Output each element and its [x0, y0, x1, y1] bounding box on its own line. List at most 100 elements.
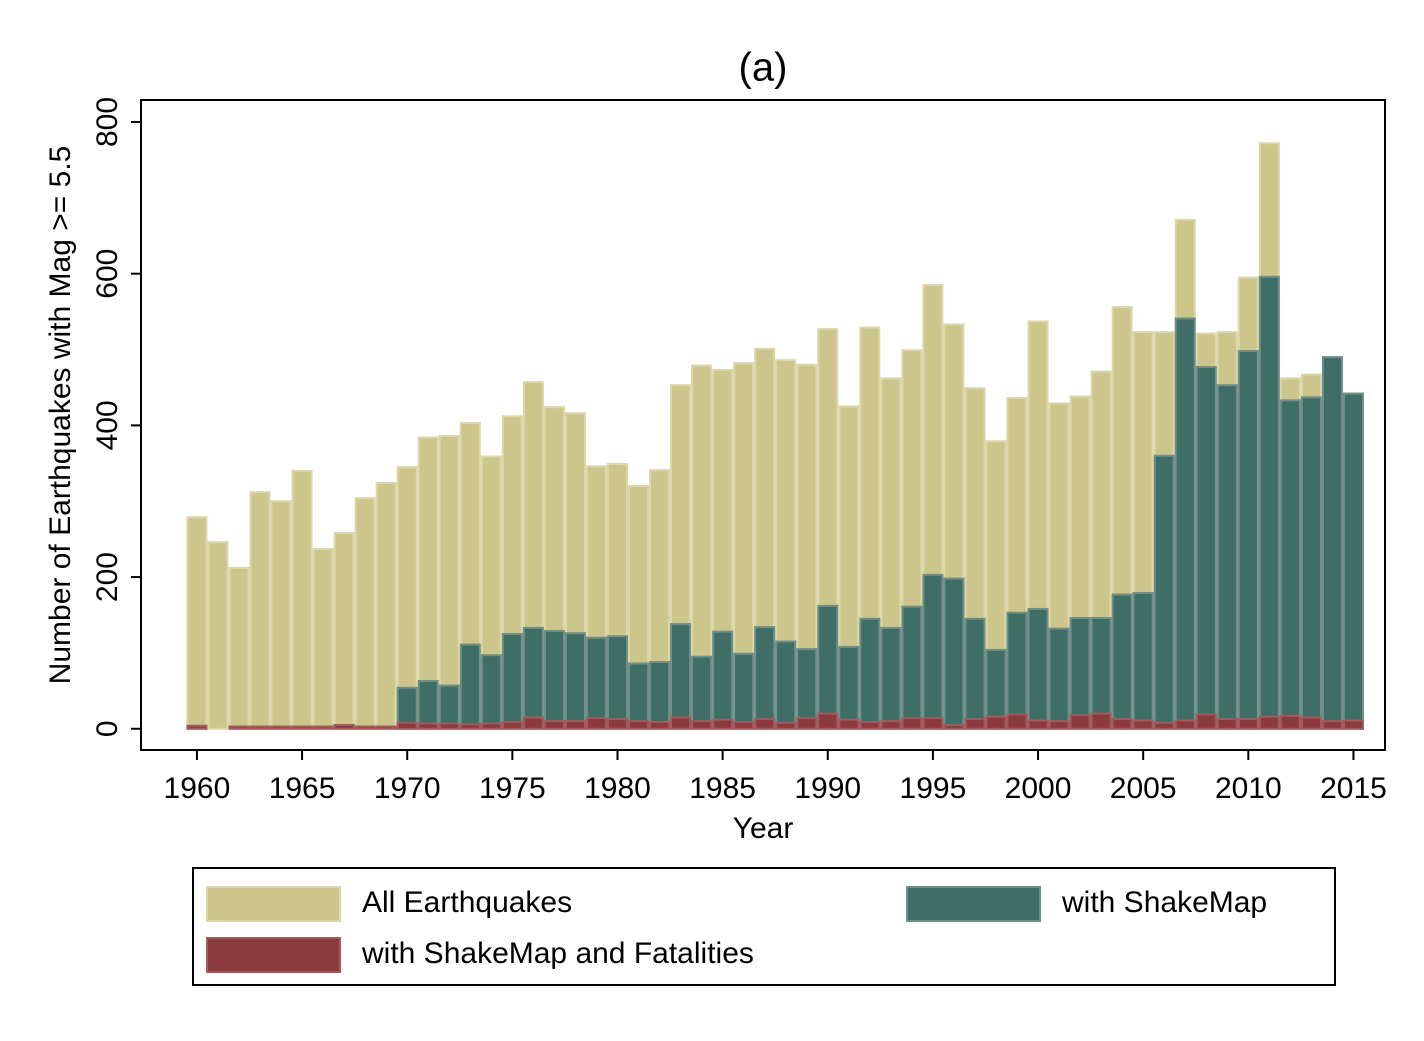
legend-label: with ShakeMap	[1061, 886, 1267, 919]
legend-swatch	[206, 886, 341, 922]
bar	[1174, 317, 1196, 730]
bar	[922, 573, 944, 730]
bar	[1132, 719, 1154, 730]
bar	[1111, 593, 1133, 730]
bar	[1027, 719, 1049, 730]
bar	[901, 605, 923, 730]
bar	[501, 632, 523, 730]
bar	[1111, 717, 1133, 730]
bar	[628, 720, 650, 730]
legend-label: All Earthquakes	[362, 886, 572, 919]
bar	[796, 648, 818, 730]
bar	[1216, 717, 1238, 730]
bar	[775, 640, 797, 730]
bar	[564, 720, 586, 730]
bar	[438, 684, 460, 730]
bar	[1090, 617, 1112, 730]
bar	[964, 717, 986, 730]
bar	[1321, 720, 1343, 730]
bar	[354, 497, 376, 730]
bar	[775, 721, 797, 730]
legend-label: with ShakeMap and Fatalities	[361, 937, 754, 970]
bar	[459, 723, 481, 730]
bar	[207, 541, 229, 730]
bar	[291, 469, 313, 730]
bar	[1258, 275, 1280, 730]
bar	[1321, 356, 1343, 730]
bar	[312, 548, 334, 730]
bar	[1006, 713, 1028, 730]
bar	[228, 566, 250, 730]
bar	[1342, 719, 1364, 730]
bar	[754, 626, 776, 730]
bar	[943, 723, 965, 730]
x-tick-label: 2000	[1005, 772, 1072, 805]
bar	[249, 491, 271, 730]
bar	[901, 717, 923, 730]
bar	[1006, 611, 1028, 730]
bar	[585, 636, 607, 730]
x-tick-label: 1960	[164, 772, 231, 805]
bar	[354, 725, 376, 730]
bar	[249, 725, 271, 730]
bar	[186, 724, 208, 730]
bar	[438, 722, 460, 730]
bar	[1153, 721, 1175, 730]
y-tick-label: 800	[91, 97, 124, 147]
bar	[522, 626, 544, 730]
bar	[1153, 454, 1175, 730]
bar	[922, 717, 944, 730]
bar	[754, 717, 776, 730]
bar	[649, 661, 671, 730]
bar	[1279, 399, 1301, 730]
bar	[417, 722, 439, 730]
bar	[480, 654, 502, 730]
bar	[459, 643, 481, 730]
legend-box	[192, 867, 1336, 986]
x-tick-label: 1990	[794, 772, 861, 805]
bar	[1237, 350, 1259, 730]
bar	[649, 720, 671, 730]
x-axis-label: Year	[733, 812, 794, 845]
bar	[712, 630, 734, 730]
x-tick-label: 2010	[1215, 772, 1282, 805]
bar	[1069, 714, 1091, 730]
bar	[712, 718, 734, 730]
bar	[291, 725, 313, 730]
bar	[838, 718, 860, 730]
bar	[417, 679, 439, 730]
bar	[628, 662, 650, 730]
bar	[1174, 719, 1196, 730]
bar	[333, 532, 355, 730]
bar	[985, 715, 1007, 730]
bar	[375, 482, 397, 730]
x-tick-label: 1975	[479, 772, 546, 805]
bar	[270, 500, 292, 730]
bar	[312, 725, 334, 730]
x-tick-label: 1965	[269, 772, 336, 805]
bar	[606, 717, 629, 730]
bar	[670, 716, 692, 730]
y-tick-label: 200	[91, 552, 124, 602]
bar	[691, 655, 713, 730]
bar	[564, 632, 586, 730]
legend-swatch	[206, 937, 341, 973]
bar	[1300, 396, 1322, 730]
bar	[606, 635, 629, 730]
bar	[1027, 607, 1049, 730]
bar	[1195, 713, 1217, 730]
bar	[333, 723, 355, 730]
bar	[880, 720, 902, 730]
bar	[859, 720, 881, 730]
bar	[943, 577, 965, 730]
bar	[796, 717, 818, 730]
bar	[1048, 627, 1070, 730]
bar	[186, 516, 208, 730]
x-tick-label: 1980	[584, 772, 651, 805]
bar	[1300, 716, 1322, 730]
y-tick-label: 0	[91, 720, 124, 737]
bar	[1279, 714, 1301, 730]
bar	[1090, 712, 1112, 730]
bar	[1195, 365, 1217, 730]
bar	[501, 720, 523, 730]
